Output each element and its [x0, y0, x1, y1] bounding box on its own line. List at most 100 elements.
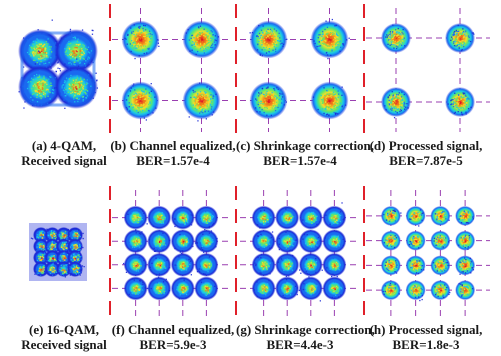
- scatter-point-b-2: [142, 98, 144, 101]
- scatter-point-b-3: [195, 105, 197, 107]
- scatter-point-b-1: [199, 43, 202, 46]
- scatter-point-b-3: [203, 97, 206, 99]
- scatter-point-e-1: [50, 230, 53, 232]
- scatter-point-h-1: [415, 216, 417, 218]
- scatter-point-h-9: [414, 264, 416, 266]
- scatter-point-b-1: [197, 33, 199, 35]
- scatter-point-g-15: [334, 287, 336, 289]
- scatter-point-h-5: [416, 238, 418, 241]
- scatter-point-f-10: [188, 258, 190, 260]
- scatter-point-g-3: [337, 213, 339, 215]
- scatter-point-f-12: [133, 290, 135, 292]
- scatter-point-f-3: [212, 215, 214, 217]
- scatter-point-a-1: [73, 51, 75, 53]
- scatter-point-a-1: [73, 61, 75, 63]
- scatter-point-g-13: [289, 288, 291, 290]
- scatter-point-h-9: [410, 266, 412, 269]
- scatter-point-h-6: [442, 237, 444, 239]
- scatter-point-g-9: [293, 267, 295, 270]
- scatter-point-a-0: [37, 58, 40, 60]
- scatter-point-e-0: [42, 230, 44, 233]
- scatter-point-d-2: [396, 93, 398, 96]
- scatter-point-e-4: [43, 244, 45, 247]
- scatter-point-e-15: [75, 265, 78, 267]
- scatter-point-f-4: [138, 242, 140, 244]
- scatter-point-d-2: [384, 105, 386, 107]
- scatter-point-b-2: [141, 106, 143, 108]
- scatter-point-b-0: [124, 37, 126, 39]
- scatter-point-d-2: [392, 106, 394, 109]
- scatter-point-c-2: [258, 95, 260, 97]
- scatter-point-h-14: [440, 288, 442, 290]
- scatter-point-g-15: [331, 284, 333, 286]
- scatter-point-d-0: [398, 39, 400, 41]
- scatter-point-d-1: [453, 42, 455, 44]
- scatter-point-h-10: [446, 262, 448, 264]
- scatter-point-c-3: [331, 95, 333, 97]
- scatter-point-a-2: [42, 80, 45, 82]
- scatter-point-g-3: [329, 213, 332, 215]
- scatter-point-f-3: [212, 224, 214, 226]
- scatter-point-a-3: [63, 99, 65, 101]
- scatter-point-c-2: [261, 88, 263, 90]
- scatter-point-a-3: [73, 84, 75, 86]
- scatter-point-c-0: [278, 40, 280, 42]
- scatter-point-g-5: [278, 243, 280, 245]
- scatter-point-e-10: [60, 255, 62, 257]
- scatter-point-e-5: [46, 243, 48, 245]
- scatter-point-c-0: [269, 28, 272, 31]
- scatter-point-f-15: [206, 292, 209, 294]
- scatter-point-a-3: [61, 91, 63, 93]
- scatter-point-e-5: [52, 246, 54, 248]
- scatter-point-d-2: [400, 101, 402, 103]
- scatter-point-f-5: [165, 239, 168, 242]
- scatter-point-f-6: [181, 241, 183, 243]
- scatter-point-a-1: [85, 60, 87, 62]
- scatter-point-c-3: [322, 108, 324, 110]
- scatter-point-c-2: [270, 105, 272, 108]
- scatter-point-g-5: [289, 243, 291, 246]
- caption-g-line2: BER=4.4e-3: [266, 337, 334, 352]
- scatter-point-f-6: [179, 233, 181, 236]
- scatter-point-e-12: [42, 272, 44, 275]
- scatter-point-h-11: [465, 268, 468, 270]
- scatter-point-a-0: [43, 56, 45, 58]
- scatter-point-h-0: [386, 214, 389, 216]
- scatter-point-d-0: [394, 40, 396, 42]
- scatter-point-e-2: [61, 233, 64, 235]
- scatter-point-g-11: [336, 266, 338, 268]
- scatter-point-f-10: [177, 268, 179, 270]
- scatter-point-b-3: [205, 118, 207, 120]
- scatter-point-a-3: [72, 84, 74, 86]
- scatter-point-a-2: [32, 78, 34, 81]
- scatter-point-a-3: [79, 81, 81, 83]
- scatter-point-c-2: [271, 96, 273, 98]
- scatter-point-h-13: [417, 289, 419, 291]
- scatter-point-e-14: [66, 273, 68, 275]
- scatter-point-h-8: [395, 263, 397, 265]
- scatter-point-e-1: [50, 230, 52, 233]
- scatter-point-c-0: [275, 30, 278, 32]
- scatter-point-c-1: [321, 38, 324, 40]
- scatter-point-h-2: [436, 218, 438, 220]
- scatter-point-b-1: [207, 39, 210, 41]
- scatter-point-g-11: [337, 263, 339, 265]
- scatter-point-b-0: [142, 37, 144, 39]
- scatter-point-a-2: [41, 96, 43, 98]
- scatter-point-g-10: [306, 264, 308, 266]
- scatter-point-g-3: [331, 214, 333, 216]
- scatter-point-d-0: [392, 35, 395, 37]
- scatter-point-h-2: [439, 217, 441, 219]
- scatter-point-d-0: [396, 35, 398, 37]
- scatter-point-c-1: [316, 45, 318, 48]
- scatter-point-g-5: [288, 249, 291, 252]
- scatter-point-f-8: [144, 265, 146, 267]
- scatter-point-f-5: [163, 242, 165, 244]
- scatter-point-f-14: [185, 297, 187, 299]
- scatter-point-g-2: [313, 221, 315, 223]
- scatter-point-a-2: [30, 81, 32, 83]
- scatter-point-c-1: [330, 39, 332, 41]
- scatter-point-g-4: [261, 244, 263, 246]
- scatter-point-g-12: [256, 291, 258, 293]
- scatter-point-f-14: [185, 287, 187, 289]
